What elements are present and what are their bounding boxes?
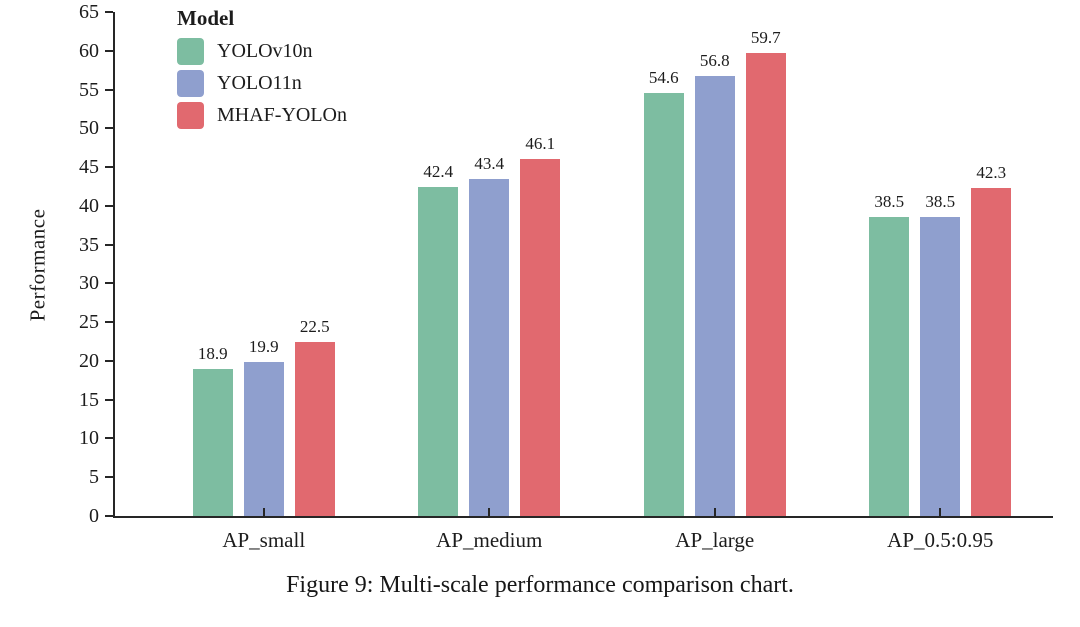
- legend: Model YOLOv10n YOLO11n MHAF-YOLOn: [177, 6, 347, 134]
- plot-area: 18.9 19.9 22.5 AP_small 42.4 43.4 46.1 AP_mediu…: [79, 2, 1054, 552]
- x-tick: [262, 508, 265, 516]
- bar-MHAF-YOLOn: 46.1: [520, 134, 561, 516]
- x-category-label: AP_0.5:0.95: [887, 528, 994, 552]
- bar-value-label: 18.9: [197, 344, 228, 364]
- bar-YOLOv10n: 54.6: [643, 68, 684, 516]
- y-axis-title: Performance: [25, 208, 50, 322]
- y-tick-label: 25: [79, 311, 99, 334]
- figure-caption: Figure 9: Multi-scale performance compar…: [286, 572, 794, 598]
- legend-title: Model: [177, 6, 235, 30]
- y-tick-label: 55: [79, 78, 99, 101]
- y-tick: [105, 515, 113, 517]
- bar-YOLOv10n: 18.9: [192, 344, 233, 516]
- bar-value-label: 22.5: [299, 316, 330, 336]
- legend-items: YOLOv10n YOLO11n MHAF-YOLOn: [177, 38, 347, 129]
- y-tick-label: 40: [79, 194, 99, 217]
- y-tick: [105, 88, 113, 91]
- y-tick: [105, 127, 113, 130]
- legend-item-label: MHAF-YOLOn: [217, 104, 347, 126]
- x-tick: [713, 508, 716, 516]
- bar-value-label: 43.4: [474, 154, 505, 174]
- y-tick-label: 10: [79, 427, 99, 450]
- bar-group: 42.4 43.4 46.1 AP_medium: [377, 12, 603, 552]
- bar-group: 54.6 56.8 59.7 AP_large: [602, 12, 828, 552]
- bar-value-label: 54.6: [648, 67, 679, 87]
- bar-MHAF-YOLOn: 42.3: [971, 163, 1012, 516]
- y-tick: [105, 166, 113, 169]
- y-tick-label: 45: [79, 156, 99, 179]
- bar-YOLO11n: 19.9: [243, 337, 284, 516]
- bar-group: 18.9 19.9 22.5 AP_small: [151, 12, 377, 552]
- x-category-label: AP_medium: [436, 528, 543, 552]
- bar-value-label: 38.5: [925, 192, 956, 212]
- y-tick: [105, 11, 113, 13]
- y-tick: [105, 49, 113, 52]
- bar-value-label: 56.8: [699, 50, 730, 70]
- bar-value-label: 42.3: [976, 163, 1007, 183]
- bar-YOLO11n: 38.5: [920, 192, 961, 516]
- x-tick: [939, 508, 942, 516]
- legend-swatch-icon: [177, 102, 204, 129]
- bar-MHAF-YOLOn: 22.5: [294, 317, 335, 516]
- y-tick: [105, 282, 113, 285]
- y-tick: [105, 204, 113, 207]
- legend-item: YOLO11n: [177, 70, 347, 97]
- legend-item-label: YOLO11n: [217, 72, 302, 94]
- bar-MHAF-YOLOn: 59.7: [745, 28, 786, 516]
- bar-YOLOv10n: 42.4: [418, 162, 459, 516]
- y-tick-label: 65: [79, 1, 99, 23]
- bar-YOLO11n: 56.8: [694, 51, 735, 516]
- y-tick: [105, 359, 113, 362]
- legend-item-label: YOLOv10n: [217, 40, 313, 62]
- legend-item: YOLOv10n: [177, 38, 347, 65]
- bar-value-label: 42.4: [423, 162, 454, 182]
- x-tick: [488, 508, 491, 516]
- bar-value-label: 19.9: [248, 336, 279, 356]
- y-tick-label: 50: [79, 117, 99, 140]
- bar-value-label: 38.5: [874, 192, 905, 212]
- legend-swatch-icon: [177, 70, 204, 97]
- bar-YOLOv10n: 38.5: [869, 192, 910, 516]
- y-tick-label: 5: [89, 466, 99, 489]
- x-category-label: AP_small: [222, 528, 306, 552]
- bar-group: 38.5 38.5 42.3 AP_0.5:0.95: [828, 12, 1054, 552]
- x-category-label: AP_large: [675, 528, 755, 552]
- y-tick-label: 35: [79, 233, 99, 256]
- bar-groups-container: 18.9 19.9 22.5 AP_small 42.4 43.4 46.1 AP_mediu…: [115, 12, 1054, 552]
- legend-swatch-icon: [177, 38, 204, 65]
- y-tick-label: 30: [79, 272, 99, 295]
- y-tick: [105, 476, 113, 479]
- legend-item: MHAF-YOLOn: [177, 102, 347, 129]
- y-tick-label: 15: [79, 388, 99, 411]
- y-tick: [105, 437, 113, 440]
- y-tick-label: 20: [79, 349, 99, 372]
- y-tick-label: 60: [79, 39, 99, 62]
- bar-value-label: 46.1: [525, 133, 556, 153]
- y-tick: [105, 321, 113, 324]
- y-tick-label: 0: [89, 505, 99, 527]
- y-tick: [105, 243, 113, 246]
- bar-YOLO11n: 43.4: [469, 154, 510, 516]
- y-tick: [105, 398, 113, 401]
- bar-value-label: 59.7: [750, 28, 781, 48]
